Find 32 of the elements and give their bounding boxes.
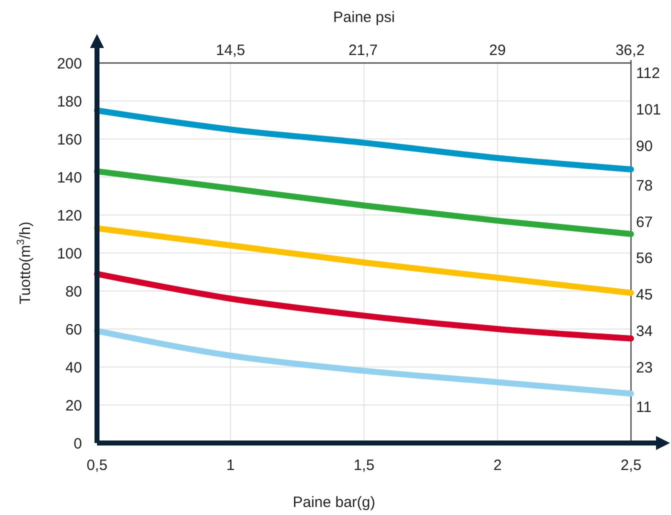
y-tick-label: 20: [65, 397, 82, 414]
x-tick-label: 2: [493, 457, 502, 474]
x2-tick-label: 14,5: [216, 42, 246, 59]
y2-tick-label: 56: [636, 250, 653, 268]
x-tick-label: 1: [226, 457, 235, 474]
y2-tick-label: 112: [636, 65, 660, 82]
x2-tick-label: 36,2: [615, 42, 645, 59]
y2-tick-label: 90: [636, 138, 653, 155]
y-tick-label: 120: [56, 207, 82, 224]
y-tick-label: 0: [74, 435, 82, 452]
y2-tick-label: 45: [636, 286, 653, 304]
y-tick-label: 140: [56, 169, 82, 186]
y2-tick-label: 101: [636, 102, 662, 119]
y2-tick-label: 23: [636, 359, 653, 376]
y-tick-label: 180: [56, 93, 82, 110]
y-tick-label: 60: [65, 321, 82, 338]
x2-axis-title: Paine psi: [333, 9, 395, 26]
y-tick-label: 40: [65, 359, 82, 376]
y2-tick-label: 67: [636, 214, 653, 231]
y2-tick-label: 11: [636, 398, 652, 416]
x-tick-label: 2,5: [620, 457, 642, 474]
y-tick-label: 200: [56, 55, 82, 72]
x2-tick-label: 21,7: [348, 42, 378, 59]
x-axis-title: Paine bar(g): [292, 494, 376, 511]
x-tick-label: 0,5: [86, 457, 108, 474]
y2-tick-label: 78: [636, 178, 653, 195]
y-tick-label: 80: [65, 283, 82, 300]
x-tick-label: 1,5: [354, 457, 374, 474]
y-tick-label: 100: [56, 245, 82, 262]
y2-tick-label: 34: [636, 322, 653, 340]
y-tick-label: 160: [56, 131, 82, 148]
x2-tick-label: 29: [489, 42, 506, 59]
